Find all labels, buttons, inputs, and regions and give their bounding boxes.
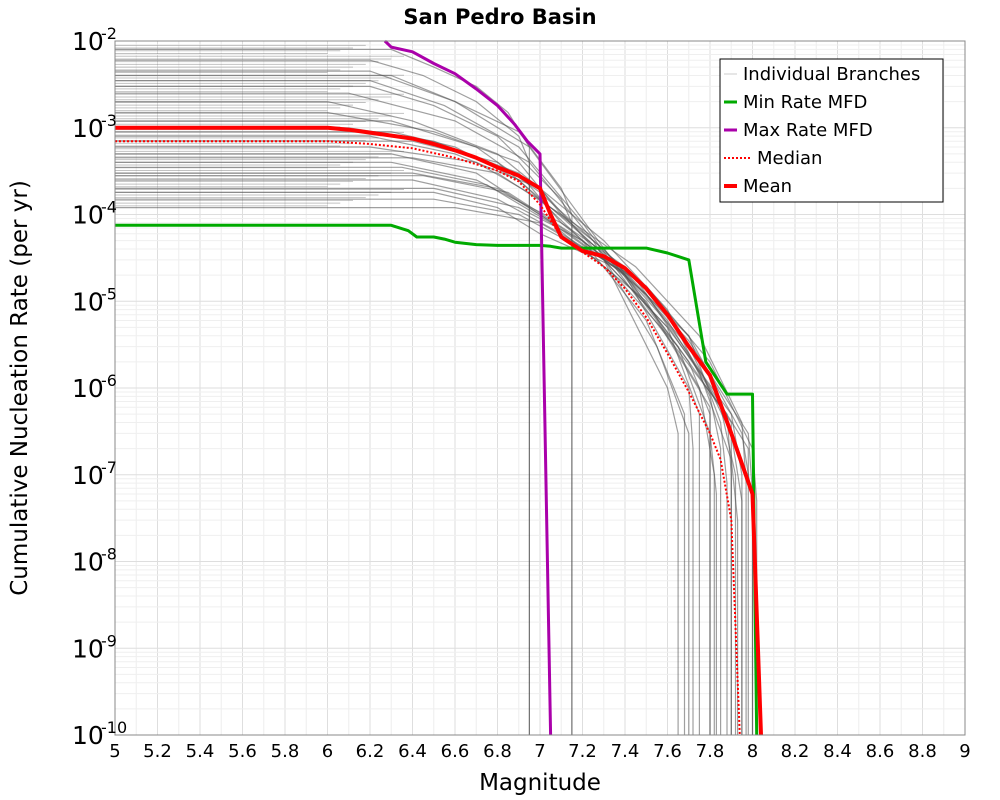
y-tick-exponent: -7 [101, 458, 117, 477]
y-tick-label: 10 [72, 201, 104, 230]
series-line-max-rate-mfd [383, 39, 553, 736]
y-tick-exponent: -3 [101, 111, 117, 130]
plot-frame [114, 40, 966, 736]
x-tick-label: 7.8 [696, 741, 725, 762]
series-line-min-rate-mfd [115, 223, 759, 736]
x-tick-label: 8.2 [781, 741, 810, 762]
branch-line [115, 92, 690, 735]
branch-line [115, 120, 717, 735]
x-tick-label: 7.6 [653, 741, 682, 762]
series-line-mean [115, 125, 763, 736]
legend-label: Median [757, 148, 822, 169]
x-tick-label: 8.6 [866, 741, 895, 762]
y-tick-label: 10 [72, 27, 104, 56]
x-tick-label: 7.4 [611, 741, 640, 762]
x-tick-label: 6 [322, 741, 333, 762]
y-tick-exponent: -5 [101, 284, 117, 303]
y-tick-label: 10 [72, 374, 104, 403]
x-tick-label: 6.6 [441, 741, 470, 762]
x-axis-label: Magnitude [479, 770, 601, 796]
legend-label: Individual Branches [743, 64, 920, 85]
x-tick-label: 7 [534, 741, 545, 762]
chart-title: San Pedro Basin [403, 5, 596, 29]
y-tick-exponent: -8 [101, 545, 117, 564]
x-tick-label: 8.8 [908, 741, 937, 762]
branch-line [115, 80, 732, 735]
x-tick-label: 7.2 [568, 741, 597, 762]
legend-label: Max Rate MFD [743, 120, 873, 141]
x-tick-label: 6.4 [398, 741, 427, 762]
legend-box [719, 58, 944, 203]
x-tick-label: 5 [109, 741, 120, 762]
x-tick-label: 5.6 [228, 741, 257, 762]
y-tick-exponent: -2 [101, 24, 117, 43]
x-tick-label: 5.4 [186, 741, 215, 762]
legend-label: Mean [743, 176, 792, 197]
y-tick-label: 10 [72, 287, 104, 316]
legend: Individual Branches Min Rate MFD Max Rate … [719, 58, 944, 203]
x-tick-label: 8.4 [823, 741, 852, 762]
y-tick-exponent: -9 [101, 631, 117, 650]
y-tick-exponent: -4 [101, 198, 117, 217]
y-tick-label: 10 [72, 548, 104, 577]
summary-series [115, 39, 763, 736]
branch-line [115, 70, 711, 735]
legend-label: Min Rate MFD [743, 92, 867, 113]
x-tick-label: 6.8 [483, 741, 512, 762]
x-tick-label: 6.2 [356, 741, 385, 762]
y-tick-labels: 10-210-310-410-510-610-710-810-910-10 [72, 24, 127, 750]
y-tick-label: 10 [72, 634, 104, 663]
y-tick-label: 10 [72, 114, 104, 143]
branch-line [115, 135, 722, 735]
y-tick-exponent: -6 [101, 371, 117, 390]
x-tick-labels: 5 5.2 5.4 5.6 5.8 6 6.2 6.4 6.6 6.8 7 7.2 7.4 7.6 7.8 8… [109, 741, 970, 762]
y-tick-label: 10 [72, 461, 104, 490]
y-axis-label: Cumulative Nucleation Rate (per yr) [7, 180, 33, 596]
y-tick-label: 10 [72, 721, 104, 750]
y-tick-exponent: -10 [101, 718, 127, 737]
x-tick-label: 5.8 [271, 741, 300, 762]
x-tick-label: 9 [959, 741, 970, 762]
branch-line [115, 157, 747, 735]
branch-line [115, 140, 728, 735]
x-tick-label: 5.2 [143, 741, 172, 762]
x-tick-label: 8 [747, 741, 758, 762]
branch-line [115, 85, 573, 735]
